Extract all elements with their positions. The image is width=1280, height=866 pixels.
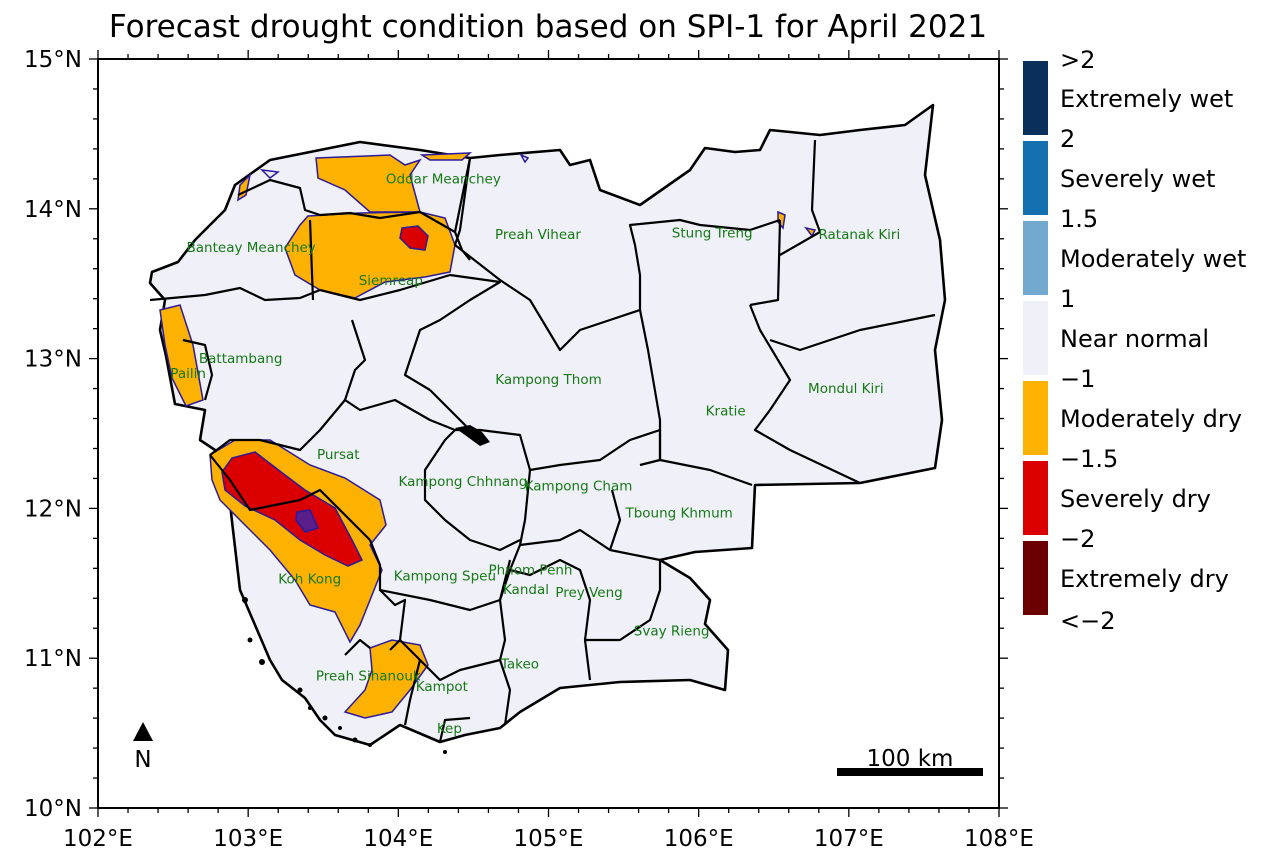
legend-swatch — [1023, 301, 1048, 375]
severely-dry-zones — [221, 225, 429, 567]
legend-bound-label: −1 — [1060, 365, 1095, 393]
legend: Extremely wet Severely wet Moderately wet N… — [1023, 46, 1246, 635]
extremely-dry-zones — [295, 509, 320, 533]
legend-swatch — [1023, 461, 1048, 535]
x-tick-label: 104°E — [363, 826, 433, 852]
province-boundaries — [149, 139, 936, 743]
legend-bound-label: 2 — [1060, 125, 1075, 153]
x-tick-label: 103°E — [213, 826, 283, 852]
province-label: Ratanak Kiri — [818, 227, 900, 243]
axis-ticks — [89, 50, 1008, 817]
province-labels: Oddar Meanchey Banteay Meanchey Preah Vihe… — [170, 171, 900, 737]
legend-swatch — [1023, 381, 1048, 455]
x-tick-label: 102°E — [63, 826, 133, 852]
legend-class-label: Extremely wet — [1060, 85, 1233, 113]
scale-bar: 100 km — [837, 746, 983, 776]
y-tick-label: 10°N — [24, 796, 82, 822]
scale-label: 100 km — [867, 746, 954, 772]
x-tick-label: 105°E — [514, 826, 584, 852]
north-label: N — [134, 747, 151, 773]
north-arrow-icon — [133, 722, 153, 741]
dry-zone-north-west-strip — [419, 152, 473, 161]
y-tick-label: 11°N — [24, 646, 82, 672]
province-label: Oddar Meanchey — [386, 171, 501, 187]
legend-class-label: Severely wet — [1060, 165, 1215, 193]
province-label: Kampong Cham — [525, 478, 633, 494]
legend-bound-label: −2 — [1060, 525, 1095, 553]
province-label: Pailin — [170, 366, 206, 382]
dry-zone-kampot — [343, 639, 429, 719]
severe-zone-cardamom — [221, 451, 364, 567]
province-label: Prey Veng — [555, 585, 622, 601]
legend-swatch — [1023, 141, 1048, 215]
province-label: Mondul Kiri — [808, 381, 884, 397]
extreme-zone-cardamom — [295, 509, 320, 533]
province-label: Battambang — [199, 351, 283, 367]
province-label: Stung Treng — [672, 225, 753, 241]
scale-bar-line — [837, 768, 983, 776]
province-label: Kandal — [503, 582, 549, 598]
province-label: Preah Sihanouk — [316, 669, 421, 685]
province-label: Kampong Chhnang — [399, 474, 528, 490]
y-tick-label: 13°N — [24, 347, 82, 373]
province-label: Kep — [437, 721, 462, 737]
legend-bound-label: >2 — [1060, 46, 1095, 74]
province-label: Koh Kong — [278, 571, 341, 587]
dry-zone-oddar-meanchey — [315, 154, 422, 213]
north-arrow: N — [133, 722, 153, 773]
province-label: Pursat — [317, 447, 360, 463]
province-label: Takeo — [500, 657, 539, 673]
legend-class-label: Moderately wet — [1060, 245, 1246, 273]
legend-swatch — [1023, 61, 1048, 135]
y-tick-label: 12°N — [24, 496, 82, 522]
severe-zone-siemreap — [399, 225, 429, 251]
province-label: Kampong Speu — [394, 568, 496, 584]
province-label: Kratie — [706, 404, 746, 420]
x-tick-label: 106°E — [664, 826, 734, 852]
coastal-islands — [242, 597, 447, 754]
legend-swatch — [1023, 221, 1048, 295]
legend-class-label: Moderately dry — [1060, 405, 1242, 433]
province-label: Kampong Thom — [495, 372, 602, 388]
province-label: Tboung Khmum — [624, 505, 732, 521]
legend-class-label: Extremely dry — [1060, 565, 1229, 593]
legend-swatch — [1023, 541, 1048, 615]
legend-bound-label: 1 — [1060, 285, 1075, 313]
map-title: Forecast drought condition based on SPI-… — [109, 9, 987, 45]
legend-bound-label: −1.5 — [1060, 445, 1118, 473]
legend-class-label: Severely dry — [1060, 485, 1211, 513]
legend-bound-label: 1.5 — [1060, 205, 1098, 233]
x-tick-label: 108°E — [964, 826, 1034, 852]
province-label: Siemreap — [359, 273, 423, 289]
dry-zone-pailin — [159, 304, 204, 407]
province-label: Banteay Meanchey — [187, 240, 316, 256]
province-label: Kampot — [416, 679, 468, 695]
axis-tick-labels: 102°E 103°E 104°E 105°E 106°E 107°E 108°E 10°N 1… — [24, 47, 1034, 852]
legend-bound-label: <−2 — [1060, 607, 1116, 635]
legend-class-label: Near normal — [1060, 325, 1209, 353]
province-label: Preah Vihear — [495, 227, 581, 243]
lake-feature — [455, 425, 490, 446]
y-tick-label: 14°N — [24, 197, 82, 223]
province-label: Phnom Penh — [488, 562, 572, 578]
province-label: Svay Rieng — [634, 624, 710, 640]
y-tick-label: 15°N — [24, 47, 82, 73]
x-tick-label: 107°E — [814, 826, 884, 852]
